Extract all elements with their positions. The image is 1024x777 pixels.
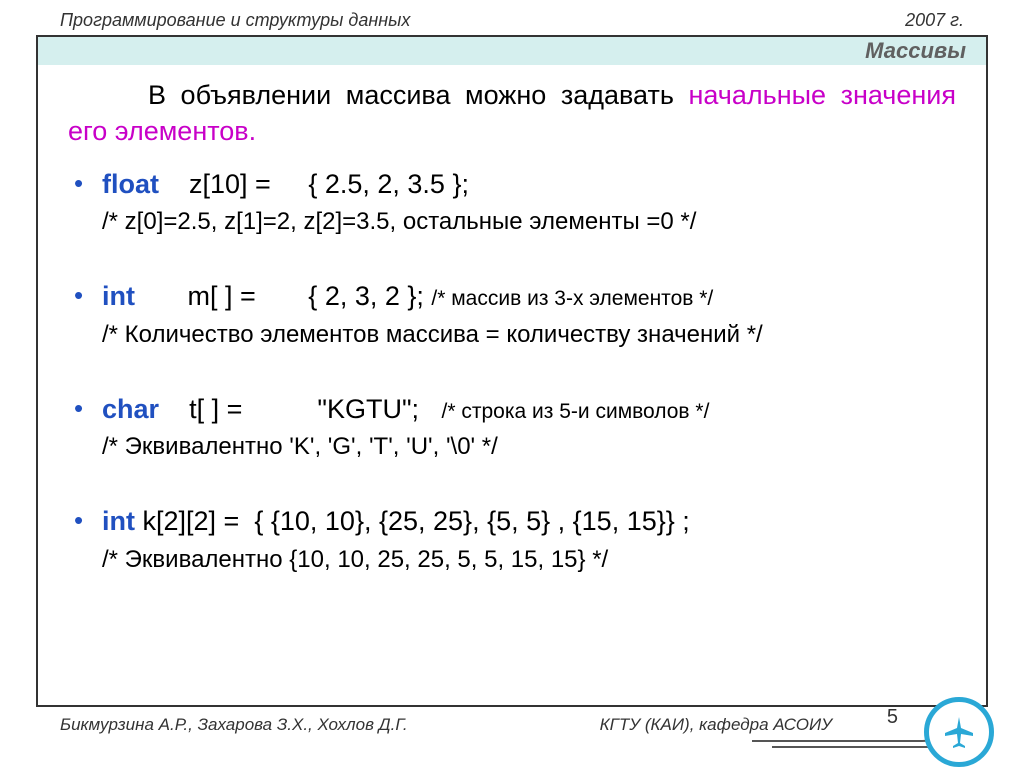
bullet-char: char t[ ] = "KGTU"; /* строка из 5-и сим… bbox=[68, 389, 956, 466]
comment-1: /* Количество элементов массива = количе… bbox=[102, 321, 763, 348]
keyword-char: char bbox=[102, 394, 159, 424]
comment-2: /* Эквивалентно 'K', 'G', 'T', 'U', '\0'… bbox=[102, 433, 498, 460]
inline-comment-2: /* строка из 5-и символов */ bbox=[442, 400, 710, 423]
slide-frame: Массивы В объявлении массива можно задав… bbox=[36, 35, 988, 707]
bullet-int-m: int m[ ] = { 2, 3, 2 }; /* массив из 3-х… bbox=[68, 276, 956, 353]
decl-3: k[2][2] = bbox=[143, 506, 240, 536]
bullet-int-k: int k[2][2] = { {10, 10}, {25, 25}, {5, … bbox=[68, 501, 956, 578]
vals-2: "KGTU"; bbox=[317, 394, 419, 424]
keyword-int: int bbox=[102, 281, 135, 311]
intro-text-1: В объявлении массива можно задавать bbox=[148, 80, 688, 110]
decl-1: m[ ] = bbox=[188, 281, 256, 311]
slide-title: Массивы bbox=[865, 38, 966, 64]
bullet-list: float z[10] = { 2.5, 2, 3.5 }; /* z[0]=2… bbox=[68, 164, 956, 578]
header-year: 2007 г. bbox=[905, 10, 964, 31]
vals-1: { 2, 3, 2 }; bbox=[308, 281, 424, 311]
decl-2: t[ ] = bbox=[189, 394, 242, 424]
keyword-float: float bbox=[102, 169, 159, 199]
intro-paragraph: В объявлении массива можно задавать нача… bbox=[68, 77, 956, 150]
footer-affiliation: КГТУ (КАИ), кафедра АСОИУ bbox=[408, 715, 964, 735]
vals-3: { {10, 10}, {25, 25}, {5, 5} , {15, 15}}… bbox=[254, 506, 689, 536]
logo bbox=[922, 695, 1004, 777]
inline-comment-1: /* массив из 3-х элементов */ bbox=[431, 287, 713, 310]
comment-0: /* z[0]=2.5, z[1]=2, z[2]=3.5, остальные… bbox=[102, 208, 696, 235]
slide-header: Программирование и структуры данных 2007… bbox=[0, 0, 1024, 35]
comment-3: /* Эквивалентно {10, 10, 25, 25, 5, 5, 1… bbox=[102, 546, 608, 573]
bullet-float: float z[10] = { 2.5, 2, 3.5 }; /* z[0]=2… bbox=[68, 164, 956, 241]
title-bar: Массивы bbox=[38, 37, 986, 65]
airplane-icon bbox=[941, 714, 977, 750]
footer-authors: Бикмурзина А.Р., Захарова З.Х., Хохлов Д… bbox=[60, 715, 408, 735]
slide-content: В объявлении массива можно задавать нача… bbox=[38, 65, 986, 578]
page-number: 5 bbox=[887, 706, 898, 729]
keyword-int-k: int bbox=[102, 506, 135, 536]
header-course: Программирование и структуры данных bbox=[60, 10, 410, 31]
vals-0: { 2.5, 2, 3.5 }; bbox=[308, 169, 469, 199]
slide-footer: Бикмурзина А.Р., Захарова З.Х., Хохлов Д… bbox=[0, 707, 1024, 735]
logo-ring bbox=[924, 697, 994, 767]
decl-0: z[10] = bbox=[189, 169, 271, 199]
